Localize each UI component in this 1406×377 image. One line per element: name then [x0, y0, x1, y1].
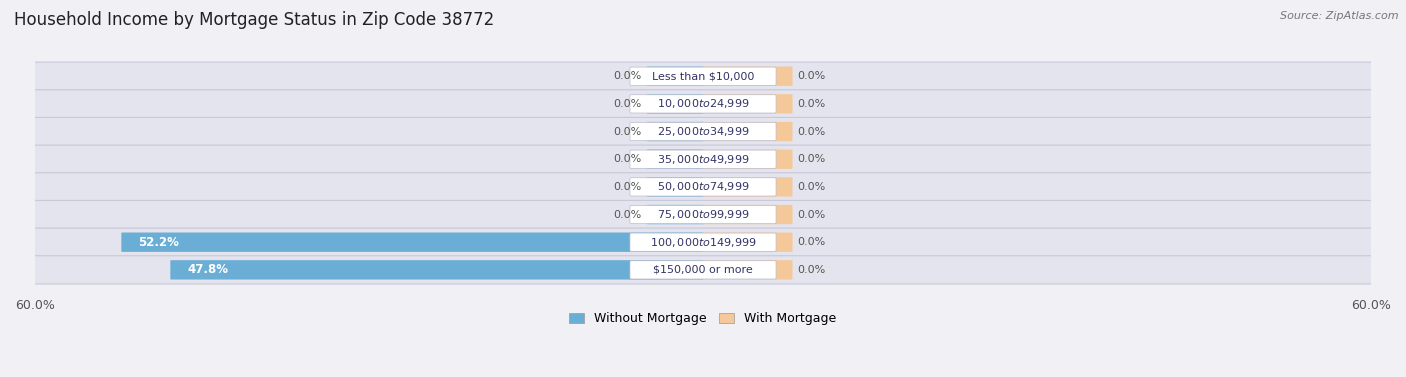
FancyBboxPatch shape	[703, 150, 793, 169]
Text: $100,000 to $149,999: $100,000 to $149,999	[650, 236, 756, 249]
FancyBboxPatch shape	[31, 90, 1375, 118]
FancyBboxPatch shape	[647, 177, 703, 196]
Text: $35,000 to $49,999: $35,000 to $49,999	[657, 153, 749, 166]
FancyBboxPatch shape	[630, 205, 776, 224]
FancyBboxPatch shape	[31, 145, 1375, 173]
FancyBboxPatch shape	[630, 150, 776, 169]
Text: 0.0%: 0.0%	[613, 182, 641, 192]
FancyBboxPatch shape	[703, 94, 793, 113]
Text: 0.0%: 0.0%	[613, 99, 641, 109]
FancyBboxPatch shape	[31, 201, 1375, 228]
Text: Source: ZipAtlas.com: Source: ZipAtlas.com	[1281, 11, 1399, 21]
Text: Less than $10,000: Less than $10,000	[652, 71, 754, 81]
Text: 0.0%: 0.0%	[613, 210, 641, 219]
FancyBboxPatch shape	[703, 205, 793, 224]
Text: 0.0%: 0.0%	[613, 127, 641, 136]
Text: 0.0%: 0.0%	[797, 182, 825, 192]
FancyBboxPatch shape	[703, 66, 793, 86]
Text: 0.0%: 0.0%	[797, 237, 825, 247]
FancyBboxPatch shape	[31, 117, 1375, 146]
Text: $75,000 to $99,999: $75,000 to $99,999	[657, 208, 749, 221]
FancyBboxPatch shape	[630, 178, 776, 196]
Text: $10,000 to $24,999: $10,000 to $24,999	[657, 97, 749, 110]
Legend: Without Mortgage, With Mortgage: Without Mortgage, With Mortgage	[564, 308, 842, 331]
Text: $50,000 to $74,999: $50,000 to $74,999	[657, 180, 749, 193]
FancyBboxPatch shape	[647, 122, 703, 141]
Text: 0.0%: 0.0%	[613, 71, 641, 81]
FancyBboxPatch shape	[647, 150, 703, 169]
Text: 47.8%: 47.8%	[187, 264, 229, 276]
FancyBboxPatch shape	[31, 62, 1375, 90]
FancyBboxPatch shape	[647, 94, 703, 113]
Text: 0.0%: 0.0%	[797, 265, 825, 275]
Text: 0.0%: 0.0%	[797, 99, 825, 109]
FancyBboxPatch shape	[31, 256, 1375, 284]
FancyBboxPatch shape	[31, 173, 1375, 201]
Text: 0.0%: 0.0%	[797, 210, 825, 219]
Text: 52.2%: 52.2%	[138, 236, 180, 249]
FancyBboxPatch shape	[630, 95, 776, 113]
FancyBboxPatch shape	[703, 233, 793, 252]
Text: 0.0%: 0.0%	[797, 127, 825, 136]
Text: 0.0%: 0.0%	[613, 154, 641, 164]
Text: 0.0%: 0.0%	[797, 71, 825, 81]
FancyBboxPatch shape	[647, 205, 703, 224]
Text: 0.0%: 0.0%	[797, 154, 825, 164]
Text: $150,000 or more: $150,000 or more	[654, 265, 752, 275]
FancyBboxPatch shape	[703, 122, 793, 141]
FancyBboxPatch shape	[630, 261, 776, 279]
Text: $25,000 to $34,999: $25,000 to $34,999	[657, 125, 749, 138]
FancyBboxPatch shape	[703, 260, 793, 280]
FancyBboxPatch shape	[31, 228, 1375, 256]
FancyBboxPatch shape	[170, 260, 703, 280]
FancyBboxPatch shape	[647, 66, 703, 86]
FancyBboxPatch shape	[121, 233, 703, 252]
FancyBboxPatch shape	[630, 233, 776, 251]
FancyBboxPatch shape	[630, 123, 776, 141]
Text: Household Income by Mortgage Status in Zip Code 38772: Household Income by Mortgage Status in Z…	[14, 11, 495, 29]
FancyBboxPatch shape	[703, 177, 793, 196]
FancyBboxPatch shape	[630, 67, 776, 85]
